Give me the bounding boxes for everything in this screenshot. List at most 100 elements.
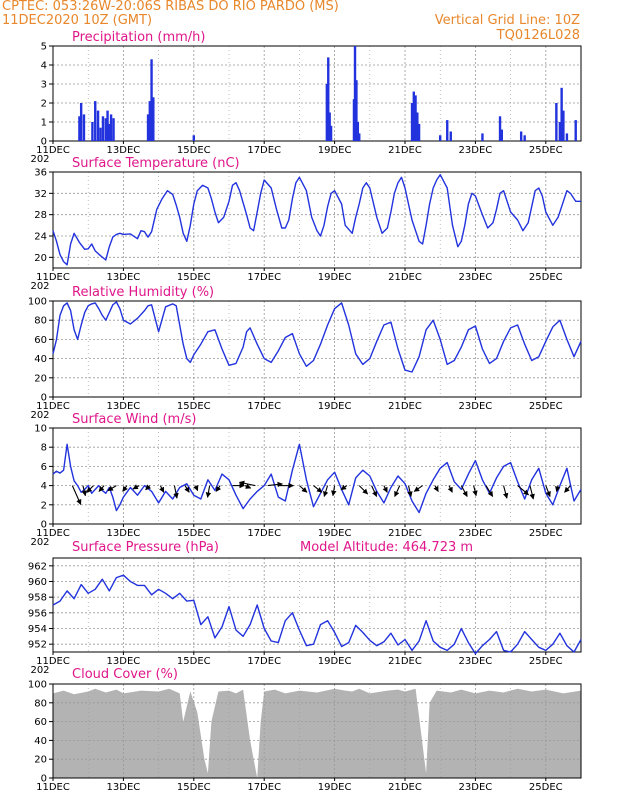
wind-vector-arrow [413, 485, 423, 492]
pressure-xtick-label: 15DEC [177, 656, 211, 667]
cloud-frame [52, 683, 582, 779]
cloud-xtick-label: 21DEC [388, 782, 422, 793]
wind-xtick-label: 19DEC [318, 528, 352, 539]
rh-xtick-label: 21DEC [388, 401, 422, 412]
wind-vector-arrow [472, 485, 478, 497]
wind-ytick-label: 2 [41, 500, 47, 511]
precip-bar [560, 87, 563, 141]
pressure-ytick-label: 954 [28, 624, 47, 635]
precip-ytick-label: 3 [41, 80, 47, 91]
wind-vector-arrow [122, 485, 128, 492]
wind-vector-arrow [517, 485, 529, 496]
wind-vector-arrow [313, 485, 323, 493]
rh-panel: 0 20 40 60 80 100 11DEC 13DEC 15DEC 17DEC 19DEC 21D… [28, 285, 582, 421]
pressure-xtick-label: 21DEC [388, 656, 422, 667]
precip-bar [355, 80, 358, 141]
wind-ytick-label: 6 [41, 462, 47, 473]
temp-ytick-label: 24 [34, 232, 47, 243]
wind-vector-arrow [340, 484, 348, 491]
pressure-xtick-label: 17DEC [247, 656, 281, 667]
wind-ytick-label: 10 [34, 424, 47, 435]
wind-vector-arrow [323, 485, 329, 498]
precip-bar [417, 123, 421, 141]
precip-bar [519, 131, 523, 141]
rh-ytick-label: 40 [34, 354, 47, 365]
cloud-xtick-label: 13DEC [107, 782, 141, 793]
precip-bar [565, 133, 569, 141]
precip-bar [91, 122, 94, 141]
precip-xtick-label: 13DEC [107, 145, 141, 156]
rh-xtick-label: 17DEC [247, 401, 281, 412]
wind-ytick-label: 4 [41, 481, 47, 492]
header-grid-note: Vertical Grid Line: 10Z [435, 13, 580, 28]
temp-frame [52, 171, 582, 269]
cloud-xtick-label: 19DEC [318, 782, 352, 793]
precip-year-stub: 202 [30, 154, 49, 165]
precip-bar [562, 110, 565, 141]
wind-vector-arrow [485, 485, 494, 497]
precip-bar [146, 114, 150, 141]
precip-ytick-label: 4 [41, 61, 47, 72]
header-run-time: 11DEC2020 10Z (GMT) [2, 13, 152, 28]
cloud-ytick-label: 100 [28, 680, 47, 691]
rh-year-stub: 202 [30, 410, 49, 421]
temp-xtick-label: 13DEC [107, 272, 141, 283]
wind-vector-arrow [382, 485, 388, 493]
wind-panel: 0 2 4 6 8 10 11DEC 13DEC 15DEC 17DEC 19DEC 21DEC 23D… [30, 412, 582, 548]
wind-vector-arrow [502, 485, 509, 499]
wind-vector-arrow [205, 485, 212, 498]
wind-vector-arrow [238, 480, 256, 487]
rh-series-line [52, 301, 582, 373]
precip-bar [416, 112, 419, 141]
precip-bar [328, 112, 331, 141]
cloud-panel: 0 20 40 60 80 100 11DEC 13DEC 15DEC 17DEC 19DEC 21D… [28, 667, 582, 793]
wind-vector-arrow [394, 485, 401, 498]
cloud-ytick-label: 0 [41, 774, 47, 785]
precip-bar [329, 125, 333, 141]
precip-bar [112, 118, 115, 141]
precip-bar [327, 57, 330, 141]
precip-xtick-label: 21DEC [388, 145, 422, 156]
pressure-xtick-label: 13DEC [107, 656, 141, 667]
precip-panel: 0 1 2 3 4 5 11DEC 13DEC 15DEC 17DEC 19DEC 21DEC 23DE… [30, 30, 582, 165]
precip-bar [82, 114, 86, 141]
wind-ytick-label: 8 [41, 443, 47, 454]
wind-series-line [52, 443, 582, 514]
temp-ytick-label: 20 [34, 253, 47, 264]
wind-vector-arrow [145, 484, 152, 491]
wind-frame [52, 427, 582, 525]
rh-xtick-label: 25DEC [529, 401, 563, 412]
wind-vector-arrow [86, 485, 94, 493]
wind-xtick-label: 23DEC [459, 528, 493, 539]
precip-bar [96, 110, 100, 141]
precip-bar [555, 103, 558, 141]
wind-title: Surface Wind (m/s) [72, 412, 196, 427]
temp-title: Surface Temperature (nC) [72, 156, 240, 171]
precip-bar [481, 133, 484, 141]
wind-vector-arrow [564, 485, 571, 493]
pressure-ytick-label: 962 [28, 561, 47, 572]
wind-vector-arrow [545, 485, 551, 498]
wind-vector-arrow [81, 485, 87, 497]
precip-bar [574, 120, 577, 141]
precip-frame [52, 45, 582, 142]
temp-xtick-label: 17DEC [247, 272, 281, 283]
precip-xtick-label: 25DEC [529, 145, 563, 156]
wind-vector-arrow [159, 485, 165, 493]
temp-xtick-label: 25DEC [529, 272, 563, 283]
temp-ytick-label: 36 [34, 168, 47, 179]
wind-vector-arrow [267, 481, 283, 488]
precip-bar [523, 135, 526, 141]
cloud-xtick-label: 17DEC [247, 782, 281, 793]
precip-xtick-label: 23DEC [459, 145, 493, 156]
rh-frame [52, 300, 582, 398]
wind-vector-arrow [215, 485, 222, 492]
wind-vector-arrow [71, 485, 82, 506]
cloud-xtick-label: 25DEC [529, 782, 563, 793]
rh-ytick-label: 20 [34, 373, 47, 384]
pressure-panel: 952 954 956 958 960 962 11DEC 13DEC 15DEC 17DEC 19… [28, 540, 582, 676]
wind-vector-arrow [407, 485, 413, 498]
precip-bar [148, 101, 151, 141]
temp-xtick-label: 23DEC [459, 272, 493, 283]
